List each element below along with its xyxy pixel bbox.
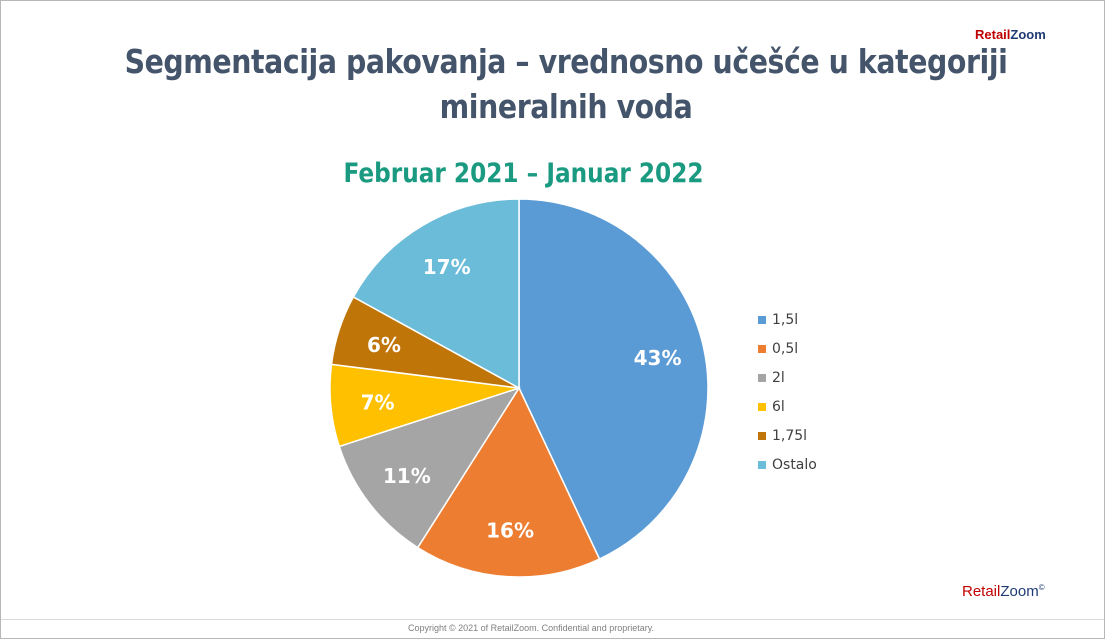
- data-label-1-75l: 6%: [367, 333, 401, 357]
- data-label-ostalo: 17%: [423, 255, 471, 279]
- legend-item-ostalo: Ostalo: [758, 450, 817, 479]
- legend-label: 1,5l: [772, 311, 799, 328]
- legend-item-2l: 2l: [758, 363, 817, 392]
- copyright-text: Copyright © 2021 of RetailZoom. Confiden…: [407, 623, 655, 633]
- data-label-0-5l: 16%: [486, 519, 534, 543]
- logo-bottom-zoom: Zoom: [1000, 583, 1039, 600]
- chart-title: Segmentacija pakovanja – vrednosno učešć…: [124, 42, 1008, 126]
- pie-slice-ostalo: [352, 198, 520, 390]
- legend-swatch: [758, 344, 766, 353]
- legend-label: 2l: [772, 369, 785, 386]
- legend-item-0-5l: 0,5l: [758, 334, 817, 363]
- pie-slice-0-5l: [416, 386, 601, 578]
- legend-item-1-75l: 1,75l: [758, 421, 817, 450]
- legend-item-1-5l: 1,5l: [758, 305, 817, 334]
- legend-item-6l: 6l: [758, 392, 817, 421]
- legend-swatch: [758, 431, 766, 440]
- chart-subtitle: Februar 2021 – Januar 2022: [343, 158, 704, 189]
- data-label-1-5l: 43%: [634, 346, 682, 370]
- legend-label: 6l: [772, 398, 785, 415]
- retailzoom-logo-top: RetailZoom: [975, 27, 1046, 42]
- data-label-6l: 7%: [361, 390, 395, 414]
- footer-divider: [1, 619, 1104, 620]
- legend-swatch: [758, 373, 766, 382]
- legend-swatch: [758, 460, 766, 469]
- logo-part-retail: Retail: [975, 27, 1011, 42]
- chart-legend: 1,5l 0,5l 2l 6l 1,75l Ostalo: [758, 305, 817, 479]
- copyright-symbol: ©: [1038, 583, 1045, 592]
- logo-part-zoom: Zoom: [1010, 27, 1046, 42]
- legend-swatch: [758, 402, 766, 411]
- legend-swatch: [758, 315, 766, 324]
- retailzoom-logo-bottom: RetailZoom©: [962, 583, 1045, 600]
- legend-label: Ostalo: [772, 456, 817, 473]
- pie-chart: 43% 16% 11% 7% 6% 17%: [329, 198, 709, 578]
- data-label-2l: 11%: [383, 464, 431, 488]
- legend-label: 1,75l: [772, 427, 808, 444]
- logo-bottom-retail: Retail: [962, 583, 1001, 600]
- legend-label: 0,5l: [772, 340, 799, 357]
- pie-slice-2l: [338, 386, 521, 549]
- pie-slice-1-5l: [518, 198, 709, 561]
